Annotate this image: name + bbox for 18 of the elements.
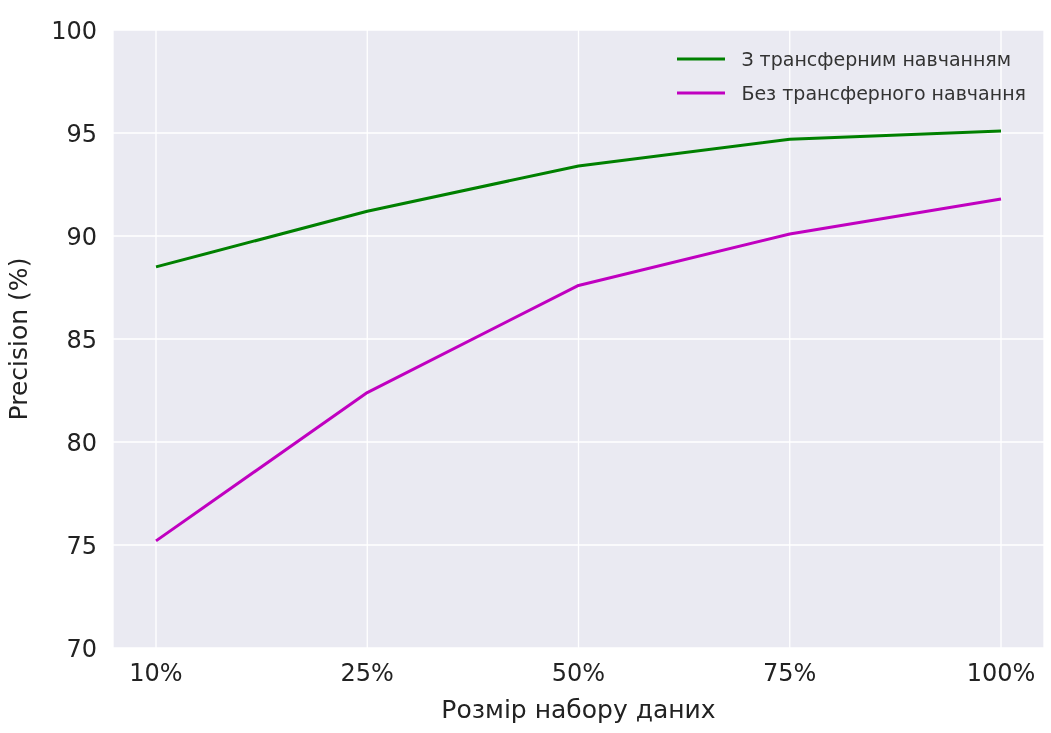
x-tick-label: 25% xyxy=(340,659,394,688)
x-axis-title: Розмір набору даних xyxy=(441,695,716,724)
x-tick-label: 50% xyxy=(551,659,606,688)
x-tick-label: 10% xyxy=(129,659,183,688)
y-tick-label: 75 xyxy=(66,531,97,560)
y-tick-label: 70 xyxy=(66,634,97,663)
y-tick-label: 80 xyxy=(66,428,97,457)
y-axis-title: Precision (%) xyxy=(3,257,33,421)
line-series xyxy=(154,129,1003,269)
line-series xyxy=(154,197,1003,543)
y-tick-label: 100 xyxy=(51,16,97,45)
y-tick-label: 85 xyxy=(66,325,97,354)
legend-label: З трансферним навчанням xyxy=(741,47,1012,72)
y-tick-label: 95 xyxy=(66,119,97,148)
y-tick-label: 90 xyxy=(66,222,97,251)
x-tick-label: 100% xyxy=(966,659,1036,688)
legend-label: Без трансферного навчання xyxy=(741,81,1026,106)
x-tick-label: 75% xyxy=(763,659,817,688)
